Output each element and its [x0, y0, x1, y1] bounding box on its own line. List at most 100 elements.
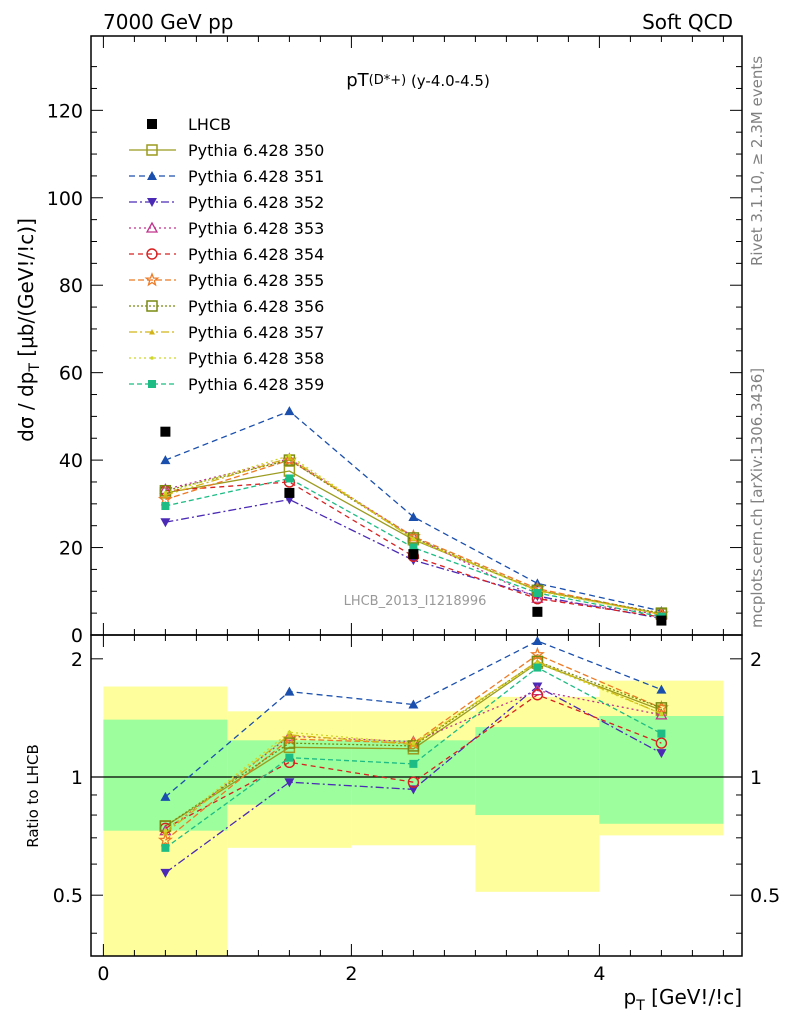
- legend-marker: [146, 300, 158, 312]
- ratio-point: [281, 731, 297, 746]
- ratio-point: [408, 785, 419, 795]
- ratio-point: [162, 830, 169, 836]
- ratio-line-9: [164, 662, 662, 832]
- ratio-point: [407, 740, 420, 752]
- ratio-y-axis-label: Ratio to LHCB: [24, 744, 42, 848]
- legend-label: Pythia 6.428 353: [188, 219, 324, 238]
- series-point: [408, 511, 419, 521]
- stat-uncertainty-band: [227, 740, 352, 805]
- series-point: [411, 537, 416, 541]
- legend-marker: [148, 380, 156, 388]
- legend-marker-data: [147, 119, 157, 129]
- series-line-5: [165, 481, 662, 618]
- series-line-4: [165, 458, 662, 616]
- y-tick-label: 60: [59, 363, 83, 385]
- x-tick-label: 2: [345, 963, 357, 985]
- ratio-point: [283, 737, 296, 749]
- ratio-line-10: [165, 666, 662, 849]
- legend-marker: [146, 144, 158, 156]
- main-plot-panel: pT(D*+) (y-4.0-4.5) LHCB_2013_I1218996 0…: [14, 35, 743, 647]
- ratio-point: [283, 729, 296, 741]
- legend-label: Pythia 6.428 357: [188, 323, 324, 342]
- data-point: [408, 549, 419, 560]
- y-tick-label: 100: [47, 188, 83, 210]
- stat-uncertainty-band: [475, 727, 600, 816]
- legend-marker: [147, 198, 157, 207]
- ratio-point: [533, 663, 542, 672]
- main-y-axis-label: dσ / dpT [μb/(GeV!/!c)]: [14, 218, 43, 442]
- series-point: [163, 491, 168, 495]
- ratio-point: [287, 730, 292, 735]
- ratio-point: [409, 759, 418, 768]
- series-point: [533, 589, 542, 598]
- ratio-point: [656, 684, 667, 694]
- series-point: [285, 474, 294, 483]
- legend-label: Pythia 6.428 358: [188, 349, 324, 368]
- ratio-point: [655, 708, 668, 720]
- series-point: [286, 454, 293, 461]
- ratio-plot-panel: 0.5 0.5 1 1 2 2 0 2 4 Ratio to LHCB pT [GeV!/!c]: [24, 634, 780, 1014]
- legend-marker: [145, 221, 159, 233]
- legend-marker: [146, 248, 158, 260]
- ratio-point: [157, 832, 173, 847]
- data-point: [160, 426, 171, 437]
- x-tick-label: 4: [593, 963, 605, 985]
- data-point: [532, 606, 543, 617]
- ratio-point: [160, 791, 171, 801]
- y-tick-label: 80: [59, 275, 83, 297]
- ratio-point: [286, 731, 293, 738]
- ratio-point: [655, 737, 668, 749]
- series-point: [409, 543, 418, 552]
- ratio-y-tick-label-right: 1: [750, 767, 762, 789]
- legend-marker: [144, 272, 160, 287]
- main-plot-title: pT(D*+) (y-4.0-4.5): [346, 70, 490, 91]
- ratio-point: [532, 636, 543, 646]
- legend-label: Pythia 6.428 354: [188, 245, 324, 264]
- ratio-y-tick-label: 2: [71, 649, 83, 671]
- legend-label: Pythia 6.428 351: [188, 167, 324, 186]
- ratio-point: [163, 828, 168, 833]
- legend-marker: [149, 329, 155, 335]
- y-tick-label: 0: [71, 625, 83, 647]
- ratio-point: [531, 689, 544, 701]
- series-line-3: [165, 498, 662, 620]
- ratio-point: [285, 753, 294, 762]
- series-point: [284, 406, 295, 416]
- x-axis-label: pT [GeV!/!c]: [624, 985, 742, 1014]
- ratio-line-8: [164, 660, 662, 834]
- ratio-point: [284, 778, 295, 788]
- series-line-9: [165, 454, 662, 616]
- ratio-y-tick-label: 0.5: [53, 885, 83, 907]
- series-point: [407, 532, 420, 544]
- ratio-line-2: [164, 640, 662, 798]
- rivet-label: Rivet 3.1.10, ≥ 2.3M events: [748, 56, 766, 266]
- ratio-y-tick-label-right: 2: [750, 649, 762, 671]
- source-label: mcplots.cern.ch [arXiv:1306.3436]: [748, 368, 766, 628]
- reference-label: LHCB_2013_I1218996: [344, 594, 487, 609]
- legend-label: Pythia 6.428 356: [188, 297, 324, 316]
- series-point: [287, 453, 292, 458]
- legend-label: Pythia 6.428 355: [188, 271, 324, 290]
- legend-label: Pythia 6.428 350: [188, 141, 324, 160]
- series-point: [161, 502, 170, 511]
- ratio-point: [160, 868, 171, 878]
- y-tick-label: 20: [59, 538, 83, 560]
- legend-label: LHCB: [188, 115, 231, 134]
- legend-marker: [147, 171, 157, 180]
- legend-marker: [150, 356, 154, 360]
- energy-label: 7000 GeV pp: [103, 10, 234, 34]
- data-point: [656, 615, 667, 626]
- legend-label: Pythia 6.428 352: [188, 193, 324, 212]
- ratio-point: [659, 711, 664, 716]
- y-tick-label: 40: [59, 450, 83, 472]
- stat-uncertainty-band: [351, 740, 476, 805]
- stat-uncertainty-band: [103, 719, 228, 831]
- ratio-point: [161, 843, 170, 852]
- ratio-point: [532, 682, 543, 692]
- ratio-line-4: [165, 689, 662, 832]
- ratio-line-5: [165, 694, 662, 829]
- ratio-point: [656, 749, 667, 759]
- legend-label: Pythia 6.428 359: [188, 375, 324, 394]
- series-line-2: [165, 410, 662, 612]
